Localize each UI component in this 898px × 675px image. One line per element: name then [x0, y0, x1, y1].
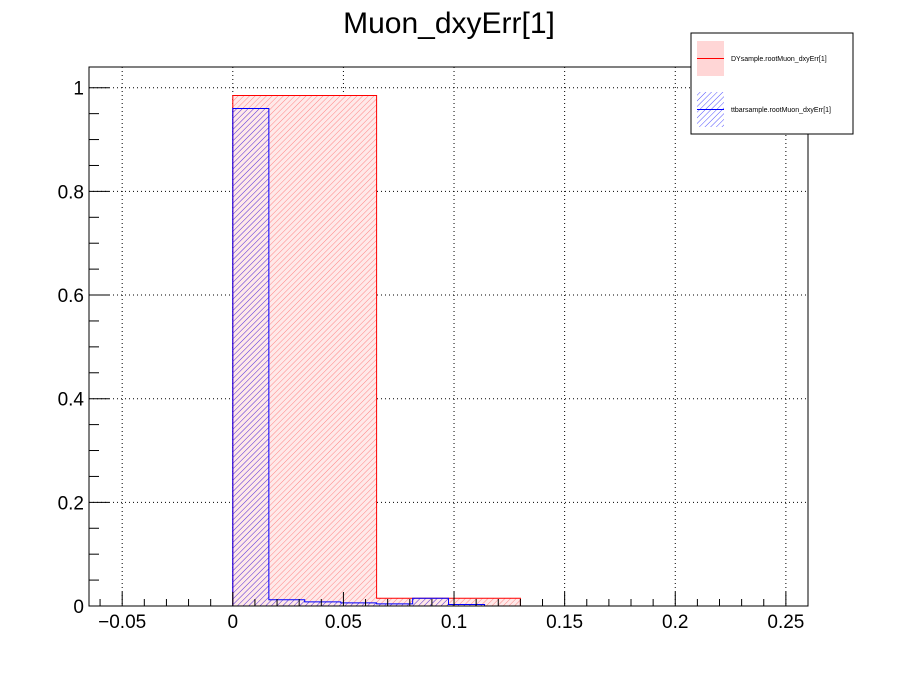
series-dy: [232, 95, 521, 606]
plot-frame: [88, 66, 809, 607]
histogram-bin: [232, 108, 269, 606]
histogram-bin: [448, 604, 485, 606]
y-tick-label: 0.2: [58, 493, 84, 514]
y-tick-label: 0.6: [58, 286, 84, 307]
y-tick-label: 0: [73, 597, 84, 618]
legend-label-ttbar: ttbarsample.rootMuon_dxyErr[1]: [731, 107, 831, 114]
grid: [89, 67, 808, 606]
x-tick-label: 0.05: [325, 612, 362, 633]
y-tick-label: 1: [73, 79, 84, 100]
x-tick-label: 0.2: [662, 612, 688, 633]
legend: DYsample.rootMuon_dxyErr[1] ttbarsample.…: [690, 32, 854, 135]
histogram-bin: [340, 602, 377, 606]
chart-title: Muon_dxyErr[1]: [343, 7, 555, 40]
legend-entry-ttbar: ttbarsample.rootMuon_dxyErr[1]: [697, 92, 831, 127]
x-tick-label: 0.25: [767, 612, 804, 633]
x-tick-label: −0.05: [98, 612, 146, 633]
y-tick-label: 0.8: [58, 182, 84, 203]
legend-label-dy: DYsample.rootMuon_dxyErr[1]: [731, 56, 827, 63]
histogram-bin: [376, 603, 413, 606]
histogram-bin: [412, 598, 449, 606]
y-tick-label: 0.4: [58, 390, 85, 411]
histogram-bars: [232, 95, 808, 607]
x-tick-label: 0.1: [441, 612, 467, 633]
x-axis: −0.05 0 0.05 0.1 0.15 0.2 0.25: [98, 592, 809, 633]
legend-entry-dy: DYsample.rootMuon_dxyErr[1]: [697, 41, 827, 76]
histogram-bin: [268, 599, 305, 606]
y-axis: 0 0.2 0.4 0.6 0.8 1: [58, 79, 109, 618]
x-tick-label: 0.15: [546, 612, 583, 633]
x-tick-label: 0: [228, 612, 239, 633]
histogram-bin: [304, 601, 341, 606]
